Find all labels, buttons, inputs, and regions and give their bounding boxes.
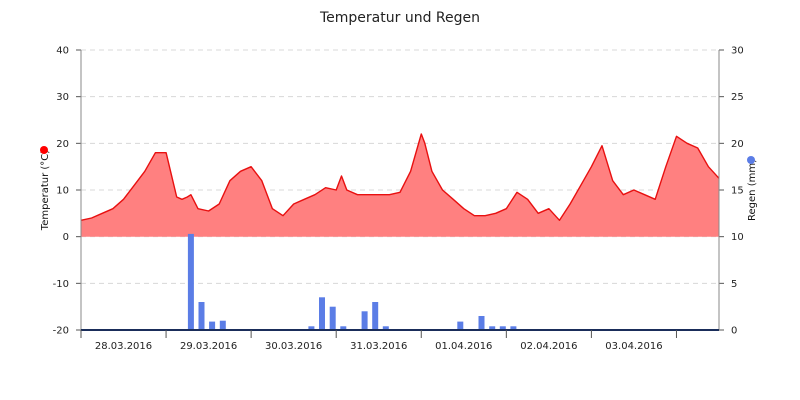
rain-bar — [340, 326, 347, 330]
left-tick-label: -20 — [53, 326, 69, 337]
rain-bar — [187, 233, 194, 330]
x-tick-label: 30.03.2016 — [265, 341, 322, 352]
x-tick-label: 02.04.2016 — [520, 341, 577, 352]
left-tick-label: 0 — [63, 232, 69, 243]
x-tick-label: 03.04.2016 — [605, 341, 662, 352]
rain-bar — [198, 302, 205, 330]
gridlines — [81, 49, 719, 284]
left-tick-label: 40 — [56, 46, 69, 57]
temperature-line — [80, 133, 720, 221]
rain-bar — [372, 302, 379, 330]
right-tick-label: 0 — [731, 326, 737, 337]
axes: -20 -10 0 10 20 30 40 0 5 10 15 20 25 30 28.03.2016 29.… — [53, 46, 744, 353]
left-axis-title: Temperatur (°C) — [40, 150, 51, 231]
temperature-legend-marker — [40, 146, 48, 154]
rain-series — [187, 233, 517, 330]
left-tick-label: 20 — [56, 139, 69, 150]
x-tick-label: 31.03.2016 — [350, 341, 407, 352]
right-tick-label: 30 — [731, 46, 744, 57]
left-tick-label: 10 — [56, 186, 69, 197]
rain-bar — [219, 320, 226, 330]
rain-legend-marker — [747, 156, 755, 164]
rain-bar — [209, 321, 216, 330]
left-tick-label: 30 — [56, 92, 69, 103]
left-tick-label: -10 — [53, 279, 69, 290]
rain-bar — [329, 306, 336, 330]
right-tick-label: 20 — [731, 139, 744, 150]
chart-title: Temperatur und Regen — [319, 10, 480, 26]
x-tick-label: 01.04.2016 — [435, 341, 492, 352]
right-tick-label: 25 — [731, 92, 744, 103]
rain-bar — [308, 326, 315, 330]
right-axis-title: Regen (mm) — [747, 159, 758, 221]
rain-bar — [478, 316, 485, 330]
temperature-series — [80, 133, 720, 237]
right-tick-label: 15 — [731, 186, 744, 197]
right-tick-label: 5 — [731, 279, 737, 290]
right-tick-label: 10 — [731, 232, 744, 243]
x-tick-label: 29.03.2016 — [180, 341, 237, 352]
rain-bar — [499, 326, 506, 330]
rain-bar — [361, 311, 368, 330]
rain-bar — [382, 326, 389, 330]
temperature-area — [81, 134, 719, 237]
rain-bar — [489, 326, 496, 330]
rain-bar — [457, 321, 464, 330]
rain-bar — [510, 326, 517, 330]
x-tick-label: 28.03.2016 — [95, 341, 152, 352]
rain-bar — [319, 297, 325, 330]
